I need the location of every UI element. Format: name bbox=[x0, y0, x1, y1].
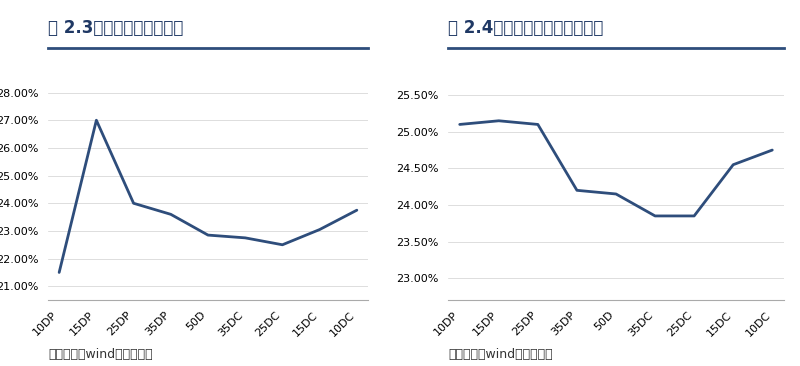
Text: 图 2.3：锡期权波动率情况: 图 2.3：锡期权波动率情况 bbox=[48, 19, 183, 37]
Text: 数据来源：wind、南华研究: 数据来源：wind、南华研究 bbox=[48, 348, 153, 361]
Text: 图 2.4：氧化铝期权波动率情况: 图 2.4：氧化铝期权波动率情况 bbox=[448, 19, 603, 37]
Text: 数据来源：wind、南华研究: 数据来源：wind、南华研究 bbox=[448, 348, 553, 361]
